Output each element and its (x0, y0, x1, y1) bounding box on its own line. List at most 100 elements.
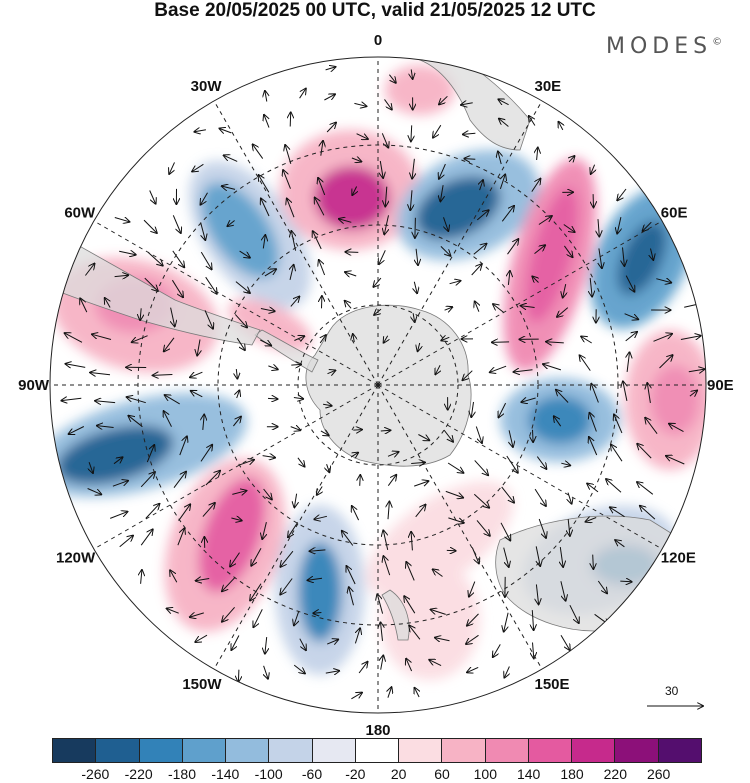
wind-arrow (200, 445, 212, 462)
wind-arrow (383, 530, 389, 551)
wind-arrow (290, 297, 300, 307)
wind-arrow (268, 366, 277, 370)
wind-arrow (493, 644, 501, 657)
wind-arrow (177, 528, 185, 546)
wind-arrow (265, 637, 267, 654)
wind-arrow (147, 251, 163, 266)
colorbar-segment (139, 739, 183, 762)
wind-arrow (504, 612, 509, 632)
wind-arrow (173, 472, 186, 489)
wind-arrow (253, 144, 264, 159)
wind-arrow (287, 199, 295, 218)
wind-arrow (345, 252, 359, 253)
wind-arrow (568, 519, 570, 536)
longitude-label: 30W (191, 78, 223, 95)
longitude-label: 90E (707, 377, 734, 394)
wind-arrow (589, 437, 598, 456)
wind-arrow (201, 192, 208, 205)
wind-arrow (656, 279, 671, 283)
wind-arrow (264, 115, 270, 128)
wind-arrow (431, 610, 446, 615)
wind-arrow (262, 521, 266, 539)
wind-arrow (532, 277, 538, 283)
colorbar-segment (182, 739, 227, 762)
wind-arrow (606, 479, 622, 493)
wind-arrow (264, 269, 276, 277)
wind-arrow (415, 217, 416, 238)
colorbar-tick-label: -100 (254, 766, 283, 782)
wind-arrow (569, 156, 574, 162)
wind-arrow (169, 162, 175, 174)
wind-arrow (563, 245, 572, 257)
wind-arrow (625, 275, 634, 292)
wind-arrow (498, 152, 501, 165)
wind-arrow (264, 665, 268, 679)
wind-arrow (327, 370, 336, 373)
colorbar-tick-label: 260 (646, 766, 671, 782)
wind-arrow (351, 693, 362, 700)
wind-arrow (506, 455, 518, 473)
meridian-line (93, 384, 379, 550)
wind-arrow (531, 179, 541, 192)
wind-arrow (534, 245, 546, 254)
wind-arrow (232, 491, 246, 495)
wind-arrow (222, 576, 236, 591)
wind-arrow (463, 133, 476, 134)
wind-arrow (501, 206, 514, 222)
wind-arrow (263, 488, 272, 499)
wind-arrow (625, 332, 637, 342)
wind-arrow (313, 231, 322, 250)
longitude-label: 150E (535, 676, 570, 693)
wind-arrow (440, 246, 451, 255)
wind-arrow (167, 609, 179, 614)
wind-arrow (351, 158, 361, 162)
colorbar-tick-label: 20 (390, 766, 407, 782)
wind-arrow (581, 337, 592, 344)
south-america (54, 234, 261, 346)
wind-arrow (352, 506, 360, 521)
wind-arrow (590, 278, 592, 297)
wind-arrow (499, 175, 505, 190)
colorbar-segment (53, 739, 97, 762)
wind-arrow (409, 626, 421, 640)
wind-arrow (546, 342, 564, 343)
wind-arrow (164, 337, 175, 352)
wind-arrow (647, 383, 650, 403)
colorbar-segment (658, 739, 701, 762)
wind-arrow (204, 310, 213, 328)
wind-arrow (192, 163, 204, 171)
wind-arrow (290, 265, 294, 281)
colorbar-segment (442, 739, 486, 762)
wind-arrow (521, 306, 535, 308)
wind-arrow (92, 334, 112, 340)
colorbar-segment (485, 739, 529, 762)
wind-arrow (429, 660, 442, 667)
wind-arrow (412, 158, 414, 179)
wind-arrow (172, 250, 184, 267)
wind-arrow (498, 99, 509, 104)
wind-arrow (190, 371, 203, 377)
wind-arrow (586, 518, 597, 522)
wind-arrow (345, 301, 352, 309)
longitude-label: 180 (365, 722, 390, 735)
colorbar-tick-label: 140 (516, 766, 541, 782)
wind-arrow (145, 504, 160, 519)
meridian-line (377, 384, 543, 670)
polar-stereographic-map: 0 30E 60E 90E 120E 150E 180 150W 120W 90W 60W 30W (18, 32, 734, 735)
wind-arrow (261, 199, 270, 217)
wind-arrow (89, 462, 93, 473)
wind-arrow (353, 430, 362, 431)
wind-arrow (381, 656, 384, 670)
meridian-line (213, 100, 379, 386)
wind-arrow (503, 547, 509, 567)
colorbar (52, 738, 702, 763)
colorbar-segment (355, 739, 400, 762)
wind-arrow (467, 613, 479, 626)
wind-arrow (294, 336, 304, 340)
wind-arrow (228, 221, 235, 227)
wind-arrow (69, 426, 85, 435)
meridian-line (213, 384, 379, 670)
wind-arrow (293, 664, 305, 673)
wind-arrow (623, 381, 627, 402)
wind-arrow (373, 277, 382, 287)
